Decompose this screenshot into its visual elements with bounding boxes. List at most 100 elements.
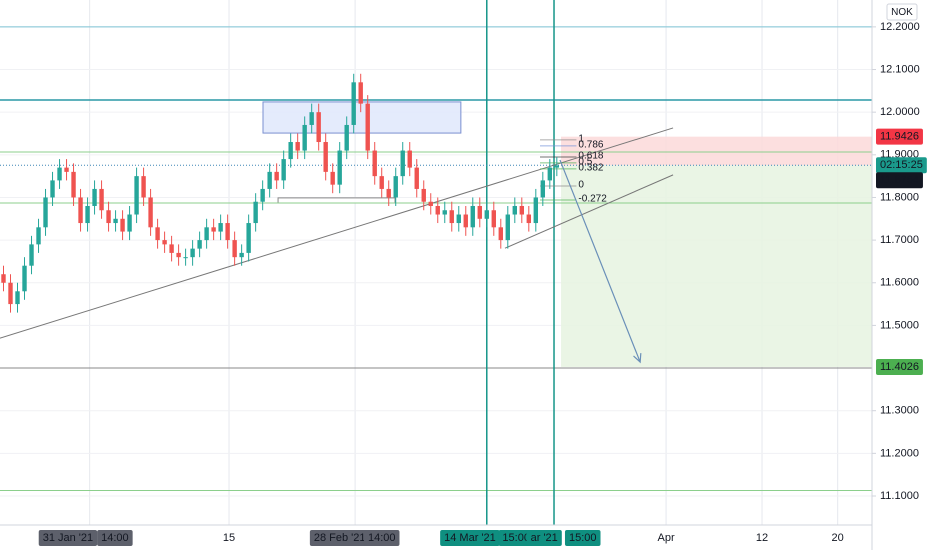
candle-body (176, 252, 181, 258)
candle-body (232, 240, 237, 258)
candle-body (421, 188, 426, 202)
y-tick-label: 11.6000 (880, 277, 919, 289)
fib-label: -0.272 (578, 194, 607, 205)
candle-body (246, 223, 251, 253)
candle-body (302, 124, 307, 151)
currency-box (886, 3, 918, 21)
y-tick-label: 11.3000 (880, 405, 919, 417)
x-tick-label: 20 (832, 532, 844, 544)
candle-body (1, 274, 6, 283)
current-price-label-bg (876, 172, 923, 189)
candle-body (218, 223, 223, 232)
x-tick-label-bg (363, 530, 400, 546)
fib-label: 1 (578, 134, 584, 145)
candle-body (50, 180, 55, 198)
candle-body (470, 205, 475, 228)
countdown-label-bg (876, 157, 927, 174)
x-tick-label-bg (309, 530, 370, 546)
candle-body (113, 218, 118, 224)
candle-body (358, 82, 363, 104)
currency: NOK (891, 7, 913, 18)
x-tick-label: 15:00 (502, 532, 530, 544)
y-tick-label: 11.8000 (880, 191, 919, 203)
candle-body (442, 210, 447, 215)
candle-body (85, 205, 90, 224)
candle-body (22, 265, 27, 292)
candle-body (449, 210, 454, 224)
candle-body (330, 171, 335, 185)
candle-body (239, 252, 244, 258)
candle-body (491, 210, 496, 228)
candle-body (162, 240, 167, 245)
candle-body (463, 214, 468, 228)
candle-body (456, 214, 461, 224)
candle-body (344, 124, 349, 151)
candle-body (337, 150, 342, 185)
candle-body (78, 197, 83, 224)
candle-body (36, 227, 41, 245)
candle-body (428, 201, 433, 206)
candle-body (400, 150, 405, 177)
candle-body (540, 180, 546, 198)
candle-body (127, 214, 132, 232)
candle-body (169, 244, 174, 253)
candle-body (379, 176, 384, 189)
x-tick-label: 14:00 (368, 532, 396, 544)
candle-body (407, 150, 412, 168)
x-tick-label: 12 (756, 532, 768, 544)
candle-body (29, 244, 34, 266)
axes: 12.200012.100012.000011.900011.800011.70… (38, 21, 927, 546)
drawing-box (561, 165, 872, 367)
candle-body (274, 171, 279, 181)
candle-body (260, 188, 265, 202)
candle-body (253, 201, 258, 224)
fib-label: 0.382 (578, 163, 603, 174)
candle-body (372, 150, 377, 177)
candle-body (512, 205, 517, 215)
candle-body (526, 214, 532, 224)
candle-body (204, 227, 209, 241)
candle-body (134, 176, 139, 215)
price-label: 11.9426 (880, 131, 919, 143)
candle-body (484, 210, 489, 219)
y-tick-label: 11.7000 (880, 234, 919, 246)
candle-body (288, 142, 293, 160)
price-label: 11.4026 (880, 361, 919, 373)
candle-body (393, 176, 398, 198)
candle-body (498, 227, 503, 241)
y-tick-label: 12.1000 (880, 63, 920, 75)
candle-body (8, 282, 13, 305)
candle-body (155, 227, 160, 241)
y-tick-label: 11.2000 (880, 447, 919, 459)
arrow (559, 159, 642, 364)
candle-body (323, 142, 328, 172)
candle-body (351, 82, 356, 125)
y-tick-label: 12.2000 (880, 21, 920, 33)
candle-body (141, 176, 146, 198)
drawing-box (561, 136, 872, 166)
candle-body (148, 197, 153, 228)
candle-body (281, 159, 286, 181)
x-tick-label-bg (498, 530, 534, 546)
candle-body (99, 188, 104, 211)
fib-label: 0 (578, 180, 584, 191)
candle-body (190, 248, 195, 258)
current-price-label: 11.8754 (880, 174, 919, 186)
countdown-label: 02:15:25 (880, 159, 923, 171)
x-tick-label: 14 Mar '21 (444, 532, 496, 544)
candle-body (71, 171, 76, 198)
candle-body (120, 218, 125, 232)
candle-body (477, 205, 482, 219)
fib-label: 0.618 (578, 151, 603, 162)
price-label-bg (876, 128, 923, 145)
x-tick-label: 15:00 (569, 532, 597, 544)
candle-body (295, 142, 300, 151)
candle-body (365, 103, 370, 151)
candle-body (386, 188, 391, 198)
candle-body (547, 167, 553, 181)
x-tick-label-bg (440, 530, 500, 546)
y-tick-label: 11.5000 (880, 319, 919, 331)
candle-body (435, 205, 440, 215)
